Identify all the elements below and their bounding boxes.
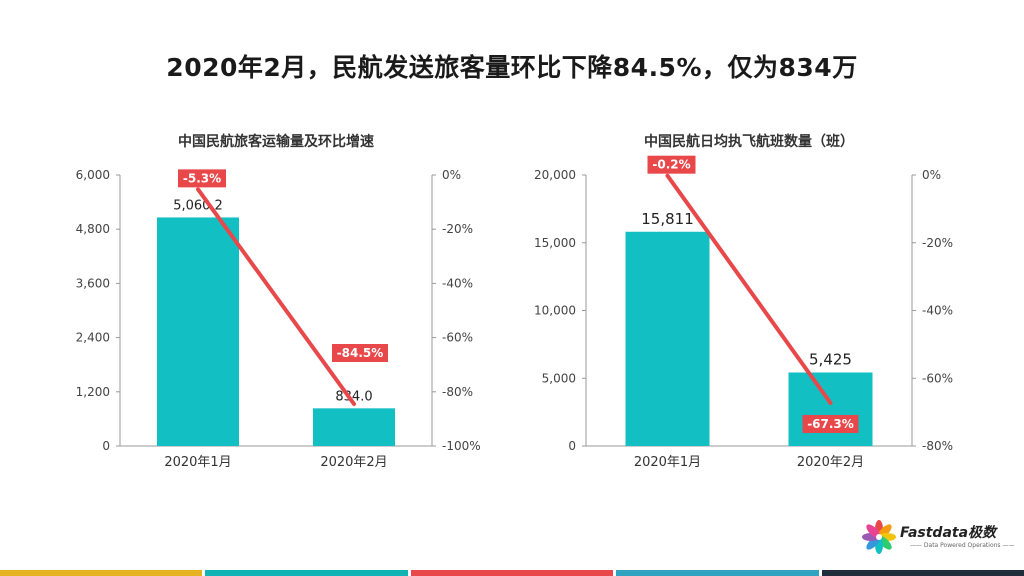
y-tick-label: 1,200	[76, 385, 110, 399]
bar	[625, 231, 710, 446]
growth-rate-label: -5.3%	[183, 171, 221, 185]
bar	[788, 372, 873, 446]
y2-tick-label: -20%	[922, 236, 953, 250]
y-tick-label: 0	[568, 439, 576, 453]
fastdata-logo: Fastdata极数 —— Data Powered Operations ——	[862, 518, 1014, 558]
chart-title: 中国民航日均执飞航班数量（班）	[644, 133, 854, 150]
y2-tick-label: -100%	[442, 439, 481, 453]
logo-name: Fastdata极数	[900, 525, 997, 541]
y-tick-label: 20,000	[534, 168, 576, 182]
x-category-label: 2020年2月	[320, 455, 387, 470]
bottom-strip-segment	[616, 570, 819, 576]
bottom-strip-segment	[205, 570, 408, 576]
x-category-label: 2020年1月	[634, 455, 701, 470]
y-tick-label: 10,000	[534, 304, 576, 318]
bottom-strip-segment	[410, 570, 614, 576]
page-title: 2020年2月，民航发送旅客量环比下降84.5%，仅为834万	[166, 53, 858, 82]
growth-rate-label-box	[332, 343, 388, 362]
bar-value-label: 15,811	[641, 210, 694, 228]
chart-daily-flights: 中国民航日均执飞航班数量（班） 0 5,000 10,000 15,000 20,000 0…	[534, 133, 953, 470]
growth-rate-label-box	[802, 414, 859, 433]
bar-value-label: 5,425	[809, 350, 852, 368]
bar	[313, 408, 395, 446]
y2-tick-label: 0%	[922, 168, 941, 182]
bottom-color-strip	[0, 570, 1024, 576]
growth-rate-label-box	[178, 169, 226, 188]
y-tick-label: 0	[102, 439, 110, 453]
growth-rate-label: -84.5%	[337, 346, 384, 360]
y-tick-label: 5,000	[542, 371, 576, 385]
flower-logo-icon	[862, 520, 896, 554]
y-tick-label: 2,400	[76, 331, 110, 345]
chart-title: 中国民航旅客运输量及环比增速	[178, 133, 374, 150]
y2-tick-label: -40%	[442, 276, 473, 290]
growth-rate-label-box	[647, 155, 696, 174]
bottom-strip-segment	[0, 570, 203, 576]
y2-tick-label: -80%	[922, 439, 953, 453]
y-tick-label: 4,800	[76, 222, 110, 236]
growth-rate-line	[196, 187, 356, 406]
x-category-label: 2020年2月	[797, 455, 864, 470]
growth-rate-label: -67.3%	[807, 417, 854, 431]
y-tick-label: 15,000	[534, 236, 576, 250]
y2-tick-label: -80%	[442, 385, 473, 399]
bottom-strip-segment	[821, 570, 1024, 576]
bar	[157, 217, 239, 446]
growth-rate-line	[665, 173, 833, 405]
y-tick-label: 6,000	[76, 168, 110, 182]
growth-rate-label: -0.2%	[652, 158, 690, 172]
x-category-label: 2020年1月	[164, 455, 231, 470]
logo-tagline: —— Data Powered Operations ——	[910, 542, 1015, 549]
y2-tick-label: -20%	[442, 222, 473, 236]
y2-tick-label: -60%	[442, 331, 473, 345]
y2-tick-label: -40%	[922, 304, 953, 318]
y-tick-label: 3,600	[76, 276, 110, 290]
y2-tick-label: -60%	[922, 371, 953, 385]
y2-tick-label: 0%	[442, 168, 461, 182]
chart-passenger-volume: 中国民航旅客运输量及环比增速 0 1,200 2,400 3,600 4,800 6,000…	[76, 133, 481, 470]
